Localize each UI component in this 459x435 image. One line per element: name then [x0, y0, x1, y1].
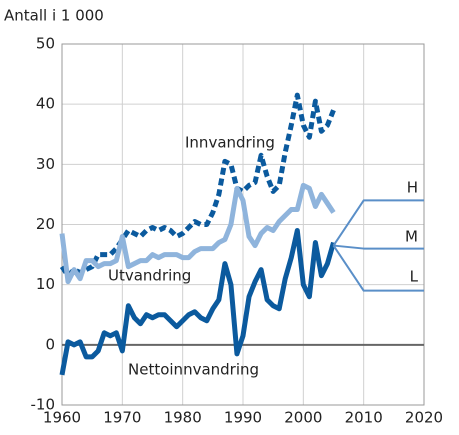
y-tick-label: 10	[36, 275, 55, 293]
y-axis-label: Antall i 1 000	[4, 7, 104, 25]
series-line	[59, 92, 336, 279]
series-label: L	[410, 268, 419, 286]
y-tick-label: 40	[36, 95, 55, 113]
x-tick-label: 1970	[103, 409, 141, 427]
x-tick-label: 2020	[405, 409, 443, 427]
x-tick-label: 1960	[43, 409, 81, 427]
series-label: Utvandring	[108, 267, 191, 285]
series-label: Innvandring	[185, 134, 275, 152]
y-tick-label: 50	[36, 35, 55, 53]
y-tick-label: 30	[36, 155, 55, 173]
y-tick-label: 0	[45, 335, 55, 353]
x-tick-label: 2000	[284, 409, 322, 427]
y-tick-label: -10	[31, 396, 56, 414]
series-line	[59, 228, 336, 376]
series-label: Nettoinnvandring	[128, 361, 259, 379]
plot-frame	[61, 43, 425, 406]
x-tick-label: 1990	[224, 409, 262, 427]
series-line	[332, 245, 424, 292]
series-label: M	[405, 228, 418, 246]
series-line	[59, 182, 336, 285]
series-line	[332, 199, 424, 247]
series-label: H	[407, 179, 418, 197]
x-tick-label: 2010	[345, 409, 383, 427]
y-tick-label: 20	[36, 215, 55, 233]
series-line	[333, 244, 424, 250]
x-tick-label: 1980	[164, 409, 202, 427]
